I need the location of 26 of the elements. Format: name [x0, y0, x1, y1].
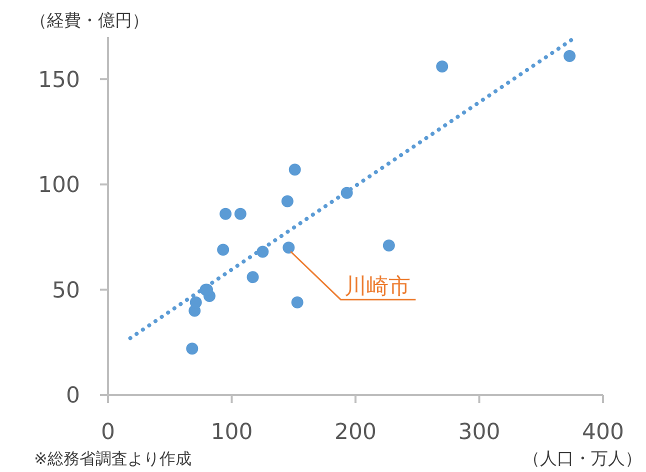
point — [564, 50, 576, 62]
point — [217, 244, 230, 256]
point — [234, 208, 246, 220]
y-tick-label: 150 — [38, 68, 80, 93]
x-tick-label: 400 — [582, 420, 624, 445]
point — [436, 60, 448, 72]
x-tick-label: 300 — [458, 420, 500, 445]
point — [220, 208, 232, 220]
point — [282, 242, 295, 254]
point — [288, 164, 301, 176]
point — [281, 195, 294, 208]
point — [190, 296, 202, 308]
y-tick-label: 100 — [38, 173, 80, 198]
x-tick-label: 200 — [334, 420, 376, 445]
point — [291, 296, 304, 308]
text: ※総務省調査より作成 — [34, 449, 192, 468]
x-tick-label: 0 — [101, 420, 115, 445]
x-axis-title: （人口・万人） — [523, 449, 642, 469]
y-tick-label: 50 — [52, 278, 80, 304]
annotation: 川崎市 — [344, 274, 411, 300]
point — [186, 342, 198, 355]
y-axis-title: （経費・億円） — [30, 11, 149, 31]
x-tick-label: 100 — [210, 420, 253, 445]
point — [246, 271, 259, 284]
y-tick-label: 0 — [66, 384, 80, 409]
point — [382, 239, 395, 252]
